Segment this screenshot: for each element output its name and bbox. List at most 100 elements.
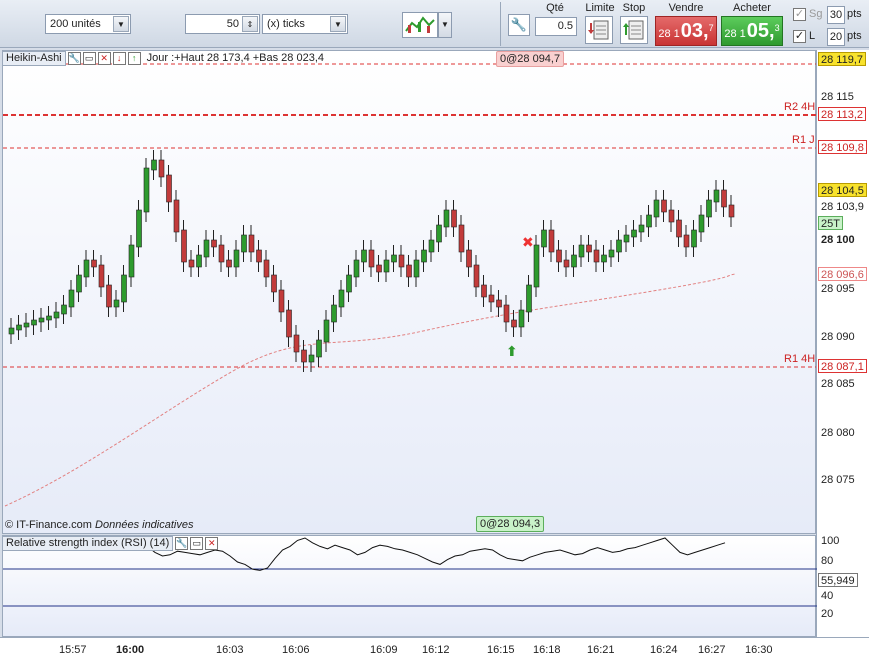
candle-bearish: [211, 239, 217, 248]
qty-input[interactable]: 0.5: [535, 17, 577, 36]
candle-bearish: [248, 234, 255, 253]
rsi-title[interactable]: Relative strength index (RSI) (14): [2, 536, 174, 551]
candle-bullish: [578, 244, 585, 258]
stop-order-icon: [623, 20, 644, 40]
l-points-input[interactable]: 20: [827, 28, 845, 46]
price-chart-panel[interactable]: ✖ ⬆: [2, 50, 817, 535]
candle-bullish: [61, 304, 67, 315]
candle-bullish: [608, 249, 615, 258]
candle-bullish: [241, 234, 247, 253]
quantity-select-value: 200 unités: [50, 18, 101, 30]
sg-label: Sg: [809, 8, 823, 20]
candle-bullish: [518, 309, 525, 328]
sg-pts-label: pts: [847, 8, 862, 20]
sell-button[interactable]: 28 1 03, 7: [655, 16, 717, 46]
y-label-28085: 28 085: [821, 378, 855, 390]
buy-price-main: 05,: [746, 20, 775, 42]
rsi-header: Relative strength index (RSI) (14) 🔧 ▭ ✕: [2, 535, 219, 552]
spinner-icon[interactable]: ⇕: [242, 16, 258, 32]
wrench-icon[interactable]: 🔧: [508, 14, 530, 36]
close-icon[interactable]: ✕: [205, 537, 219, 550]
candle-bullish: [31, 319, 37, 326]
rsi-label-100: 100: [821, 535, 840, 547]
sell-label: Vendre: [668, 2, 704, 14]
stop-label: Stop: [622, 2, 646, 14]
candle-bullish: [323, 319, 330, 343]
candle-bearish: [503, 304, 510, 323]
price-tag-r1-j: 28 109,8: [818, 140, 867, 154]
ticks-value: 50: [226, 18, 239, 30]
candle-bearish: [256, 249, 262, 263]
ticks-unit-select[interactable]: (x) ticks ▼: [262, 14, 348, 34]
chart-style-icon: [405, 16, 435, 33]
candle-bullish: [361, 249, 367, 263]
candle-bearish: [188, 259, 195, 268]
candle-bullish: [8, 327, 15, 335]
chart-type-button[interactable]: [402, 12, 438, 38]
candle-bearish: [661, 199, 667, 213]
candle-bullish: [653, 199, 660, 218]
x-label: 16:30: [745, 644, 773, 656]
wrench-icon[interactable]: 🔧: [67, 51, 81, 65]
sg-checkbox[interactable]: ✓: [793, 8, 806, 21]
candle-bullish: [413, 259, 420, 278]
y-label-28115: 28 115: [821, 91, 854, 103]
candle-bullish: [38, 317, 45, 323]
price-tag-top: 28 119,7: [818, 52, 867, 66]
arrow-down-icon[interactable]: ↓: [112, 51, 126, 65]
rsi-line: [4, 536, 726, 571]
candle-bearish: [398, 254, 405, 268]
candle-bearish: [593, 249, 600, 263]
candle-bullish: [638, 224, 645, 233]
candle-bullish: [623, 234, 630, 243]
candle-bearish: [683, 234, 690, 248]
candle-bullish: [46, 315, 52, 321]
limit-order-button[interactable]: [585, 16, 613, 44]
timer-tag: 25T: [818, 216, 843, 230]
quantity-select[interactable]: 200 unités ▼: [45, 14, 131, 34]
rsi-panel[interactable]: [2, 535, 817, 638]
wrench-icon[interactable]: 🔧: [175, 537, 189, 550]
candle-bullish: [151, 159, 157, 171]
candle-bullish: [143, 167, 150, 213]
l-checkbox[interactable]: ✓: [793, 30, 806, 43]
candle-bullish: [53, 311, 60, 319]
chevron-down-icon[interactable]: ▼: [330, 16, 346, 32]
stop-order-button[interactable]: [620, 16, 648, 44]
rsi-label-80: 80: [821, 555, 834, 567]
toolbar-divider: [500, 2, 504, 46]
maximize-icon[interactable]: ▭: [190, 537, 204, 550]
candle-bullish: [601, 254, 607, 263]
candle-bullish: [616, 239, 622, 253]
arrow-up-icon[interactable]: ↑: [127, 51, 141, 65]
price-axis[interactable]: 28 119,7 28 115 28 113,2 28 109,8 28 104…: [816, 50, 869, 637]
ticks-stepper[interactable]: 50 ⇕: [185, 14, 260, 34]
maximize-icon[interactable]: ▭: [82, 51, 96, 65]
cursor-price-tag-top: 0@28 094,7: [496, 51, 565, 67]
close-icon[interactable]: ✕: [97, 51, 111, 65]
candle-bullish: [571, 254, 577, 268]
candle-bearish: [586, 244, 592, 253]
candle-bullish: [541, 229, 547, 248]
y-label-28080: 28 080: [821, 427, 855, 439]
chevron-down-icon[interactable]: ▼: [113, 16, 129, 32]
sg-points-input[interactable]: 30: [827, 6, 845, 24]
moving-average-line: [4, 273, 736, 507]
candle-bullish: [391, 254, 397, 263]
candle-bearish: [166, 174, 172, 203]
candle-bullish: [436, 224, 442, 243]
buy-button[interactable]: 28 1 05, 3: [721, 16, 783, 46]
buy-signal-icon: ⬆: [506, 344, 518, 360]
chevron-down-icon[interactable]: ▼: [438, 12, 452, 38]
x-label: 16:18: [533, 644, 561, 656]
r2-4h-label: R2 4H: [784, 101, 816, 113]
rsi-line-chart[interactable]: [3, 536, 817, 638]
candlestick-chart[interactable]: ✖⬆: [3, 51, 817, 535]
copyright-note: Données indicatives: [95, 519, 194, 531]
candle-bullish: [383, 259, 390, 273]
time-axis[interactable]: 15:57 16:00 16:03 16:06 16:09 16:12 16:1…: [0, 637, 869, 662]
l-label: L: [809, 30, 816, 42]
chart-type-label[interactable]: Heikin-Ashi: [2, 50, 66, 66]
sell-signal-icon: ✖: [522, 235, 534, 251]
candle-bullish: [121, 274, 127, 303]
